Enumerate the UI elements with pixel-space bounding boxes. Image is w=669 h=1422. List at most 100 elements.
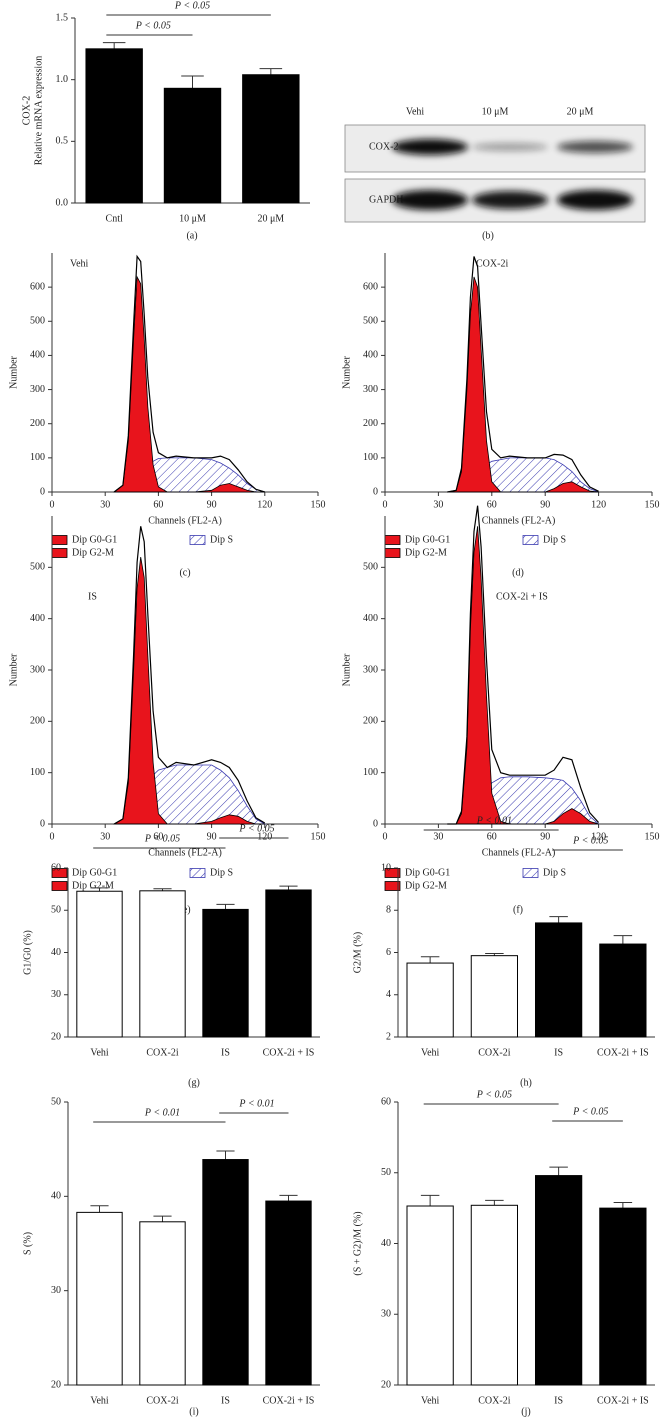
y-axis-label: G1/G0 (%) <box>22 930 33 975</box>
bar <box>85 48 143 204</box>
x-tick-label: 30 <box>433 831 443 842</box>
legend-label: Dip G2-M <box>405 547 447 558</box>
y-tick-label: 10 <box>381 862 391 873</box>
y-tick-label: 0.0 <box>56 197 69 208</box>
blot-band <box>472 191 548 209</box>
panel-caption: (i) <box>189 1406 198 1417</box>
y-tick-label: 500 <box>363 562 378 573</box>
legend-swatch <box>51 548 68 558</box>
x-tick-label: 120 <box>591 499 606 510</box>
y-tick-label: 50 <box>51 905 61 916</box>
bar <box>599 943 647 1038</box>
x-tick-label: IS <box>554 1395 563 1406</box>
bar <box>406 962 454 1038</box>
x-tick-label: 60 <box>487 831 497 842</box>
significance-label: P < 0.01 <box>144 1107 180 1118</box>
x-axis-label: Channels (FL2-A) <box>482 515 556 526</box>
x-tick-label: 150 <box>311 831 326 842</box>
x-tick-label: 60 <box>153 499 163 510</box>
legend-label: Dip G2-M <box>72 880 114 891</box>
y-tick-label: 200 <box>363 418 378 429</box>
bar <box>163 87 222 204</box>
y-tick-label: 400 <box>363 613 378 624</box>
x-tick-label: 150 <box>645 499 660 510</box>
panel-caption: (j) <box>521 1406 530 1417</box>
legend-swatch <box>384 868 401 878</box>
y-tick-label: 0 <box>373 818 378 829</box>
bar <box>599 1207 647 1386</box>
legend-swatch <box>189 535 206 545</box>
bar <box>534 1175 583 1386</box>
x-tick-label: 90 <box>540 831 550 842</box>
x-tick-label: 20 μM <box>257 213 284 224</box>
x-tick-label: COX-2i <box>146 1395 178 1406</box>
legend-swatch <box>522 868 539 878</box>
blot-band <box>392 190 468 210</box>
legend-swatch <box>384 881 401 891</box>
panel-title: IS <box>88 591 97 602</box>
y-tick-label: 20 <box>381 1379 391 1390</box>
bar <box>470 1204 519 1386</box>
significance-label: P < 0.05 <box>476 1089 512 1100</box>
y-tick-label: 50 <box>51 1096 61 1107</box>
x-tick-label: 0 <box>383 499 388 510</box>
legend-swatch <box>51 868 68 878</box>
x-tick-label: Vehi <box>421 1047 440 1058</box>
blot-band <box>557 190 633 210</box>
panel-caption: (g) <box>188 1077 200 1088</box>
x-tick-label: IS <box>554 1047 563 1058</box>
y-tick-label: 300 <box>363 664 378 675</box>
y-axis-label: S (%) <box>22 1232 33 1255</box>
y-tick-label: 8 <box>386 905 391 916</box>
y-tick-label: 6 <box>386 947 391 958</box>
significance-label: P < 0.05 <box>135 20 171 31</box>
blot-band <box>392 139 468 155</box>
y-tick-label: 500 <box>363 316 378 327</box>
x-tick-label: 120 <box>257 499 272 510</box>
bar <box>470 955 519 1038</box>
x-tick-label: 10 μM <box>179 213 206 224</box>
x-tick-label: 120 <box>257 831 272 842</box>
x-tick-label: 30 <box>433 499 443 510</box>
blot-band <box>472 143 548 151</box>
x-tick-label: COX-2i + IS <box>597 1395 649 1406</box>
legend-label: Dip G0-G1 <box>405 867 450 878</box>
row-label: COX-2 <box>369 141 398 152</box>
y-tick-label: 20 <box>51 1379 61 1390</box>
panel-caption: (b) <box>482 230 494 241</box>
y-tick-label: 300 <box>30 664 45 675</box>
legend-label: Dip G0-G1 <box>72 534 117 545</box>
x-tick-label: 60 <box>153 831 163 842</box>
x-axis-label: Channels (FL2-A) <box>148 847 222 858</box>
y-tick-label: 100 <box>30 767 45 778</box>
total-line <box>447 505 600 825</box>
y-axis-label: G2/M (%) <box>352 932 363 973</box>
bar <box>139 1221 186 1386</box>
y-tick-label: 400 <box>363 350 378 361</box>
legend-label: Dip S <box>210 867 233 878</box>
x-tick-label: 150 <box>645 831 660 842</box>
bar <box>242 74 300 204</box>
y-axis-label: Number <box>341 653 352 686</box>
x-tick-label: Vehi <box>90 1395 109 1406</box>
y-tick-label: 30 <box>381 1309 391 1320</box>
legend-label: Dip S <box>210 534 233 545</box>
area <box>114 483 265 493</box>
x-tick-label: 120 <box>591 831 606 842</box>
x-tick-label: IS <box>221 1047 230 1058</box>
panel-title: COX-2i <box>476 258 508 269</box>
y-tick-label: 500 <box>30 316 45 327</box>
significance-label: P < 0.05 <box>174 0 210 11</box>
legend-swatch <box>384 548 401 558</box>
y-tick-label: 1.0 <box>56 74 69 85</box>
y-tick-label: 2 <box>386 1031 391 1042</box>
bar <box>202 1159 249 1386</box>
bar <box>534 922 583 1038</box>
area <box>447 481 599 493</box>
panel-caption: (c) <box>179 567 190 578</box>
y-axis-label: Number <box>8 653 19 686</box>
legend-label: Dip G0-G1 <box>72 867 117 878</box>
y-tick-label: 30 <box>51 1285 61 1296</box>
legend-swatch <box>384 535 401 545</box>
